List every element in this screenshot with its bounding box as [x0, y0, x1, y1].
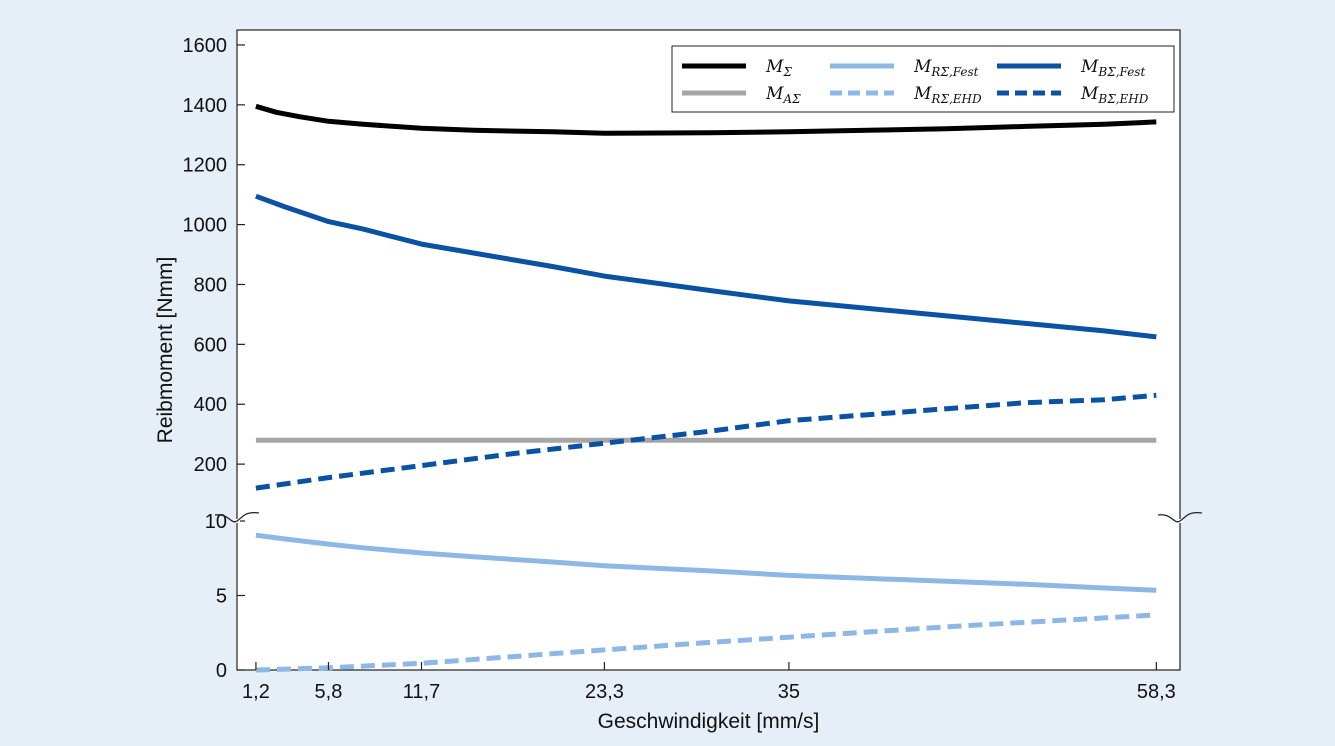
y-tick-label: 1400 — [183, 95, 228, 117]
plot-area — [236, 29, 1181, 671]
y-tick-label: 1000 — [183, 215, 228, 237]
series-line-1 — [255, 103, 1157, 136]
legend-label: MΣ — [765, 57, 792, 79]
y-tick-label: 1600 — [183, 35, 228, 57]
legend-label: MBΣ,EHD — [1080, 84, 1149, 106]
legend-label: MBΣ,Fest — [1080, 57, 1145, 79]
legend-label: MRΣ,Fest — [913, 57, 979, 79]
y-axis-title: Reibmoment [Nmm] — [154, 257, 177, 444]
y-tick-label: 200 — [194, 454, 227, 476]
y-tick-label: 5 — [216, 586, 227, 608]
series-line-5 — [255, 193, 1157, 340]
y-tick-label: 1200 — [183, 155, 228, 177]
x-tick-label: 1,2 — [242, 681, 270, 703]
ticks-layer: 1,2 5,8 11,7 23,3 35 58,3 0 5 10 200 400 600 800 1000… — [183, 35, 1176, 703]
x-tick-label: 5,8 — [315, 681, 343, 703]
y-tick-label: 400 — [194, 394, 227, 416]
axis-break-left — [214, 511, 260, 523]
y-tick-label: 10 — [205, 511, 227, 533]
series-line-3 — [255, 532, 1157, 593]
series-layer — [255, 103, 1157, 673]
y-tick-label: 600 — [194, 334, 227, 356]
x-tick-label: 11,7 — [403, 681, 440, 703]
legend-box — [671, 45, 1175, 113]
series-line-6 — [255, 392, 1157, 491]
legend: MΣ MAΣ MRΣ,Fest MRΣ,EHD MBΣ,Fest MBΣ,EHD — [671, 45, 1175, 113]
x-tick-label: 35 — [778, 681, 800, 703]
y-tick-label: 0 — [216, 660, 227, 682]
x-tick-label: 23,3 — [585, 681, 624, 703]
x-tick-label: 58,3 — [1137, 681, 1176, 703]
y-tick-label: 800 — [194, 274, 227, 296]
legend-label: MRΣ,EHD — [913, 84, 982, 106]
series-line-4 — [255, 612, 1157, 673]
axis-break-marks — [214, 511, 1203, 523]
axis-break-right — [1157, 511, 1203, 523]
legend-label: MAΣ — [765, 84, 801, 106]
x-axis-title: Geschwindigkeit [mm/s] — [598, 710, 820, 733]
